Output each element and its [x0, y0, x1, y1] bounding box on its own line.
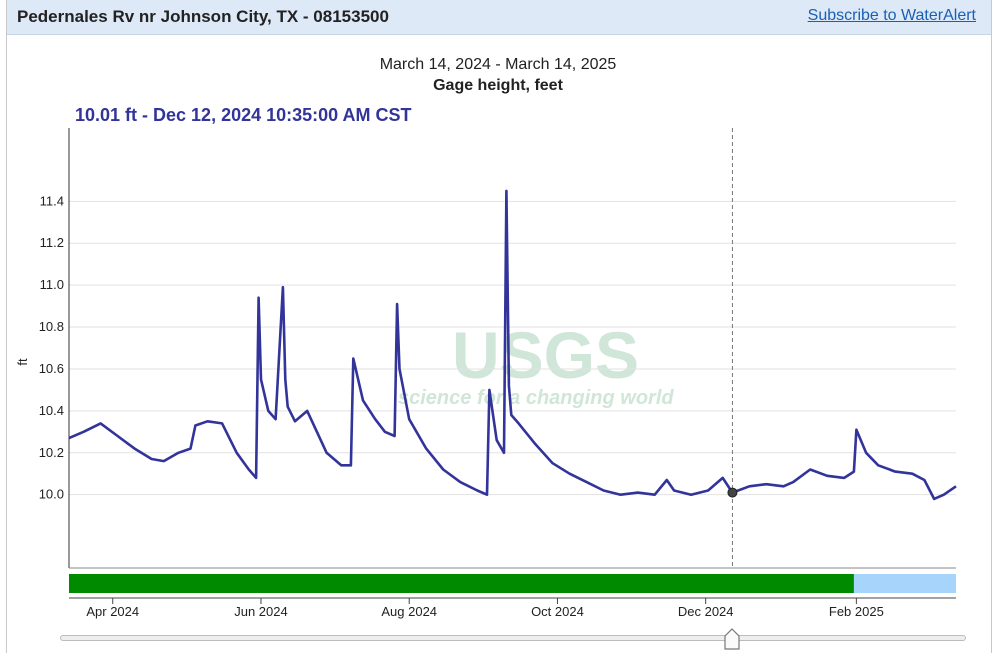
page-frame: [6, 0, 992, 653]
approval-segment-approved: [69, 574, 854, 593]
gage-height-series-line: [68, 189, 957, 501]
y-axis-tick-labels: 10.0 10.2 10.4 10.6 10.8 11.0 11.2 11.4: [39, 193, 64, 501]
y-tick-label: 11.0: [40, 277, 64, 292]
usgs-watermark: USGS science for a changing world: [398, 318, 674, 409]
y-tick-label: 10.8: [39, 319, 64, 334]
subscribe-wateralert-link[interactable]: Subscribe to WaterAlert: [807, 7, 976, 24]
y-tick-label: 10.6: [39, 361, 64, 376]
x-tick-label: Oct 2024: [531, 604, 584, 619]
y-gridlines: [69, 200, 956, 496]
time-range-slider[interactable]: [60, 635, 966, 641]
y-tick-label: 10.0: [39, 487, 64, 502]
x-tick-label: Jun 2024: [234, 604, 288, 619]
site-title: Pedernales Rv nr Johnson City, TX - 0815…: [17, 7, 389, 26]
x-tick-label: Apr 2024: [86, 604, 139, 619]
x-tick-label: Feb 2025: [829, 604, 884, 619]
hover-readout: 10.01 ft - Dec 12, 2024 10:35:00 AM CST: [75, 105, 412, 125]
slider-handle[interactable]: [724, 628, 740, 650]
approval-status-bar: [69, 574, 956, 593]
usgs-watermark-logo: USGS: [452, 318, 639, 392]
y-tick-label: 10.4: [39, 403, 64, 418]
site-header: Pedernales Rv nr Johnson City, TX - 0815…: [7, 0, 991, 35]
x-axis-ticks: Apr 2024 Jun 2024 Aug 2024 Oct 2024 Dec 2024…: [86, 598, 884, 619]
x-tick-label: Dec 2024: [678, 604, 734, 619]
x-tick-label: Aug 2024: [381, 604, 437, 619]
approval-segment-provisional: [853, 574, 956, 593]
hover-point-marker: [727, 487, 738, 498]
y-tick-label: 11.2: [40, 235, 64, 250]
y-axis-label: ft: [15, 358, 30, 366]
chart-date-range: March 14, 2024 - March 14, 2025: [380, 56, 617, 73]
usgs-watermark-tagline: science for a changing world: [398, 387, 674, 409]
y-tick-label: 11.4: [40, 193, 64, 208]
chart-parameter-name: Gage height, feet: [433, 77, 563, 94]
y-tick-label: 10.2: [39, 445, 64, 460]
